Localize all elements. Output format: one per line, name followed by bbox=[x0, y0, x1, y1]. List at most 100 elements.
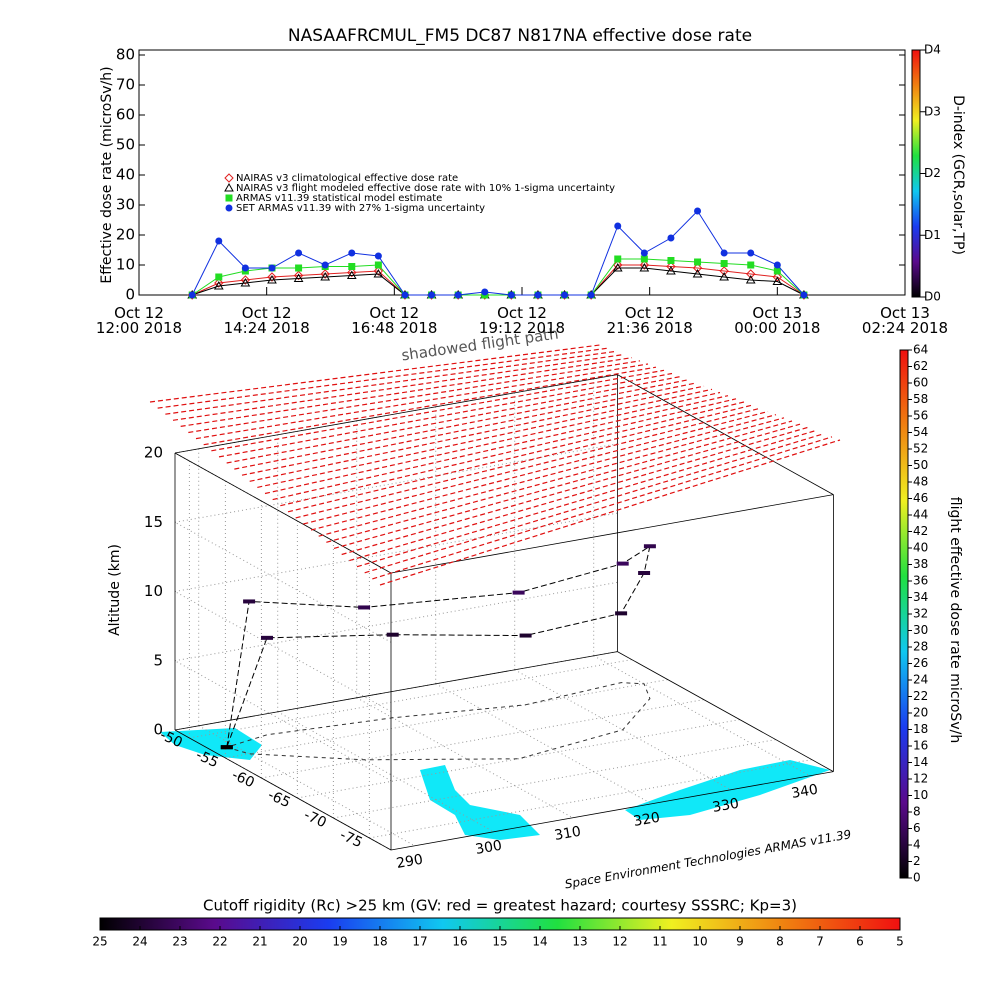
data-point bbox=[719, 271, 730, 281]
data-point bbox=[320, 269, 330, 279]
hazard-sheet bbox=[165, 350, 617, 415]
data-point bbox=[213, 280, 224, 290]
colorbar-tick-label: 2 bbox=[913, 854, 921, 868]
colorbar-tick-label: 18 bbox=[372, 935, 387, 949]
data-point bbox=[215, 273, 223, 281]
colorbar-tick-label: D4 bbox=[924, 43, 941, 57]
axis-box bbox=[174, 651, 618, 731]
y-tick-label: 80 bbox=[116, 46, 135, 64]
hazard-sheet bbox=[287, 401, 745, 513]
series-line bbox=[191, 210, 805, 296]
data-point bbox=[346, 270, 357, 279]
data-point bbox=[374, 252, 382, 260]
flight-point bbox=[243, 599, 256, 604]
data-point bbox=[347, 267, 357, 278]
x-tick-label: Oct 12 12:00 2018 bbox=[96, 304, 182, 337]
data-point bbox=[428, 291, 436, 299]
colorbar-tick-label: 60 bbox=[913, 376, 928, 390]
hazard-sheet bbox=[234, 379, 689, 470]
colorbar-tick-label: 12 bbox=[612, 935, 627, 949]
x-tick-label: 340 bbox=[790, 782, 819, 802]
data-point bbox=[348, 249, 356, 257]
x-tick-label: Oct 13 02:24 2018 bbox=[862, 304, 948, 337]
land-shape bbox=[420, 765, 540, 840]
axis-box bbox=[390, 771, 834, 851]
hazard-sheet bbox=[295, 404, 753, 519]
y-axis-label: Effective dose rate (microSv/h) bbox=[99, 66, 115, 283]
colorbar-label: flight effective dose rate microSv/h bbox=[947, 497, 963, 743]
data-point bbox=[667, 234, 675, 242]
flight-point bbox=[358, 605, 371, 610]
flight-point bbox=[615, 611, 628, 616]
x-tick-label: 290 bbox=[395, 852, 424, 872]
hazard-sheet bbox=[211, 369, 665, 452]
data-point bbox=[639, 260, 650, 270]
axis-box bbox=[174, 729, 392, 851]
data-point bbox=[188, 291, 196, 299]
data-point bbox=[745, 274, 756, 284]
colorbar-tick-label: 8 bbox=[776, 935, 784, 949]
colorbar-tick-label: 54 bbox=[913, 425, 928, 439]
axis-box bbox=[617, 374, 834, 495]
hazard-sheet bbox=[172, 353, 625, 421]
colorbar-tick-label: 10 bbox=[913, 788, 928, 802]
colorbar-tick-label: 17 bbox=[412, 935, 427, 949]
colorbar-tick-label: 58 bbox=[913, 392, 928, 406]
y-tick-label: 10 bbox=[116, 256, 135, 274]
data-point bbox=[720, 249, 728, 257]
data-point bbox=[374, 261, 382, 269]
data-point bbox=[694, 258, 702, 266]
colorbar-tick-label: 40 bbox=[913, 541, 928, 555]
axis-box bbox=[174, 374, 618, 454]
hazard-sheet bbox=[188, 360, 641, 434]
grid-line bbox=[189, 659, 632, 739]
data-point bbox=[772, 276, 783, 285]
colorbar-tick-label: 44 bbox=[913, 508, 928, 522]
data-point bbox=[267, 274, 277, 284]
hazard-sheet bbox=[203, 366, 657, 446]
colorbar-tick-label: 22 bbox=[913, 689, 928, 703]
legend-marker bbox=[224, 173, 234, 183]
colorbar-label: Cutoff rigidity (Rc) >25 km (GV: red = g… bbox=[203, 897, 797, 915]
colorbar-tick-label: 11 bbox=[652, 935, 667, 949]
grid-line bbox=[333, 739, 776, 819]
ground-track bbox=[226, 682, 651, 761]
legend-label: NAIRAS v3 flight modeled effective dose … bbox=[236, 183, 615, 194]
x-tick-label: 310 bbox=[553, 824, 582, 844]
colorbar-tick-label: 62 bbox=[913, 359, 928, 373]
data-point bbox=[348, 263, 356, 270]
data-point bbox=[268, 264, 276, 272]
legend-label: ARMAS v11.39 statistical model estimate bbox=[236, 193, 442, 204]
data-point bbox=[613, 260, 623, 270]
data-point bbox=[800, 291, 808, 299]
hazard-sheet bbox=[157, 347, 609, 409]
colorbar-tick-label: 13 bbox=[572, 935, 587, 949]
colorbar-tick-label: 46 bbox=[913, 491, 928, 505]
colorbar-tick-label: 5 bbox=[896, 935, 904, 949]
x-tick-label: Oct 12 19:12 2018 bbox=[479, 304, 565, 337]
legend-label: SET ARMAS v11.39 with 27% 1-sigma uncert… bbox=[236, 203, 485, 214]
colorbar-tick-label: 25 bbox=[92, 935, 107, 949]
data-point bbox=[614, 222, 622, 230]
data-point bbox=[773, 261, 781, 269]
hazard-sheet bbox=[180, 357, 633, 427]
hazard-sheet bbox=[264, 391, 721, 495]
data-point bbox=[773, 267, 781, 275]
colorbar-tick-label: 52 bbox=[913, 442, 928, 456]
legend-marker bbox=[224, 182, 234, 192]
data-point bbox=[507, 291, 515, 299]
grid-line bbox=[174, 512, 618, 592]
axis-box bbox=[174, 452, 392, 574]
x-tick-label: Oct 12 21:36 2018 bbox=[607, 304, 693, 337]
colorbar-tick-label: D0 bbox=[924, 290, 941, 304]
colorbar-tick-label: 18 bbox=[913, 722, 928, 736]
hazard-sheet bbox=[280, 398, 737, 507]
hazard-sheet bbox=[326, 417, 785, 543]
grid-line bbox=[261, 699, 704, 779]
colorbar-label: D-index (GCR,solar,TP) bbox=[950, 95, 966, 255]
colorbar-tick-label: 20 bbox=[292, 935, 307, 949]
data-point bbox=[293, 273, 304, 282]
z-tick-label: 10 bbox=[144, 582, 163, 600]
data-point bbox=[612, 262, 623, 272]
